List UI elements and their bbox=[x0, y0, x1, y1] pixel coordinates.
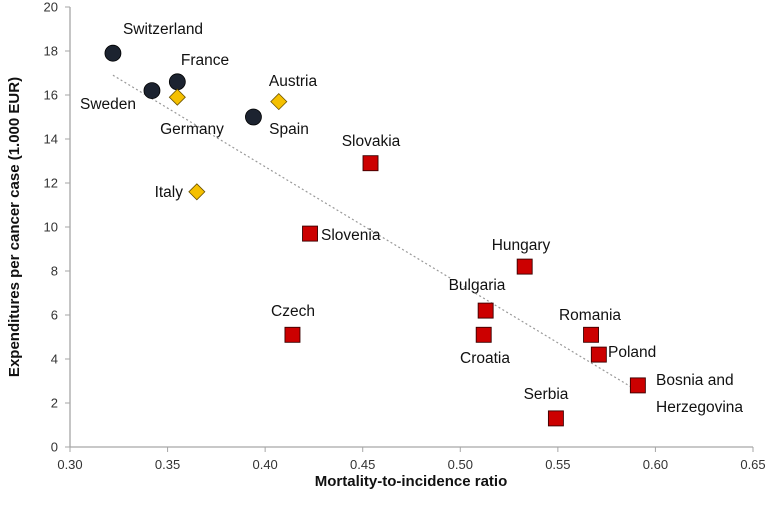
y-tick-label: 0 bbox=[51, 440, 58, 455]
point-poland bbox=[590, 346, 607, 363]
point-croatia bbox=[475, 326, 492, 343]
point-france bbox=[168, 73, 186, 91]
point-hungary bbox=[516, 258, 533, 275]
point-label: Germany bbox=[160, 121, 224, 138]
y-tick-label: 8 bbox=[51, 264, 58, 279]
point-label: Slovenia bbox=[321, 227, 381, 244]
point-label: Sweden bbox=[80, 96, 136, 113]
x-tick-label: 0.30 bbox=[57, 457, 82, 472]
point-label: Italy bbox=[155, 184, 184, 201]
point-label: Czech bbox=[271, 303, 315, 320]
y-tick-label: 10 bbox=[44, 220, 58, 235]
point-romania bbox=[583, 326, 599, 343]
point-label: France bbox=[181, 52, 229, 69]
point-label: Slovakia bbox=[342, 133, 401, 150]
x-axis-title: Mortality-to-incidence ratio bbox=[315, 473, 508, 490]
y-tick-label: 20 bbox=[44, 0, 58, 15]
point-switzerland bbox=[104, 44, 122, 62]
point-label: Herzegovina bbox=[656, 399, 743, 416]
point-germany bbox=[168, 88, 186, 106]
point-label: Serbia bbox=[524, 386, 569, 403]
x-tick-label: 0.40 bbox=[252, 457, 277, 472]
x-tick-label: 0.35 bbox=[155, 457, 180, 472]
data-points bbox=[104, 44, 646, 427]
y-tick-label: 2 bbox=[51, 396, 58, 411]
point-czech bbox=[284, 326, 301, 343]
y-tick-label: 14 bbox=[44, 132, 58, 147]
point-label: Croatia bbox=[460, 350, 510, 367]
y-axis-title: Expenditures per cancer case (1.000 EUR) bbox=[6, 77, 23, 377]
x-tick-label: 0.60 bbox=[643, 457, 668, 472]
x-tick-label: 0.45 bbox=[350, 457, 375, 472]
y-tick-label: 6 bbox=[51, 308, 58, 323]
x-tick-label: 0.50 bbox=[448, 457, 473, 472]
point-spain bbox=[245, 108, 262, 126]
y-tick-label: 4 bbox=[51, 352, 58, 367]
point-austria bbox=[270, 93, 288, 111]
point-label: Poland bbox=[608, 344, 656, 361]
point-label: Spain bbox=[269, 121, 309, 138]
point-labels: Switzerland France Sweden Germany Austria Spa… bbox=[80, 21, 743, 416]
point-bosnia-and-herzegovina bbox=[629, 377, 646, 394]
point-serbia bbox=[547, 410, 564, 427]
axes: 0.30 0.35 0.40 0.45 0.50 0.55 0.60 0.65 0 2 4 6 8 10 1… bbox=[44, 0, 766, 472]
point-slovakia bbox=[362, 155, 379, 172]
point-slovenia bbox=[302, 225, 318, 242]
point-label: Hungary bbox=[492, 237, 551, 254]
point-bulgaria bbox=[477, 302, 494, 319]
y-tick-label: 16 bbox=[44, 88, 58, 103]
point-italy bbox=[188, 183, 206, 201]
y-tick-label: 12 bbox=[44, 176, 58, 191]
point-label: Austria bbox=[269, 73, 318, 90]
y-tick-label: 18 bbox=[44, 44, 58, 59]
x-tick-label: 0.65 bbox=[740, 457, 765, 472]
point-label: Switzerland bbox=[123, 21, 203, 38]
point-sweden bbox=[143, 82, 161, 99]
point-label: Bosnia and bbox=[656, 372, 734, 389]
x-tick-label: 0.55 bbox=[545, 457, 570, 472]
trendline bbox=[112, 74, 637, 391]
point-label: Romania bbox=[559, 307, 621, 324]
point-label: Bulgaria bbox=[449, 277, 506, 294]
